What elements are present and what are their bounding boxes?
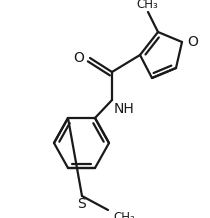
Text: CH₃: CH₃: [136, 0, 158, 11]
Text: NH: NH: [114, 102, 134, 116]
Text: CH₃: CH₃: [113, 211, 135, 218]
Text: S: S: [78, 197, 86, 211]
Text: O: O: [73, 51, 84, 65]
Text: O: O: [187, 35, 198, 49]
